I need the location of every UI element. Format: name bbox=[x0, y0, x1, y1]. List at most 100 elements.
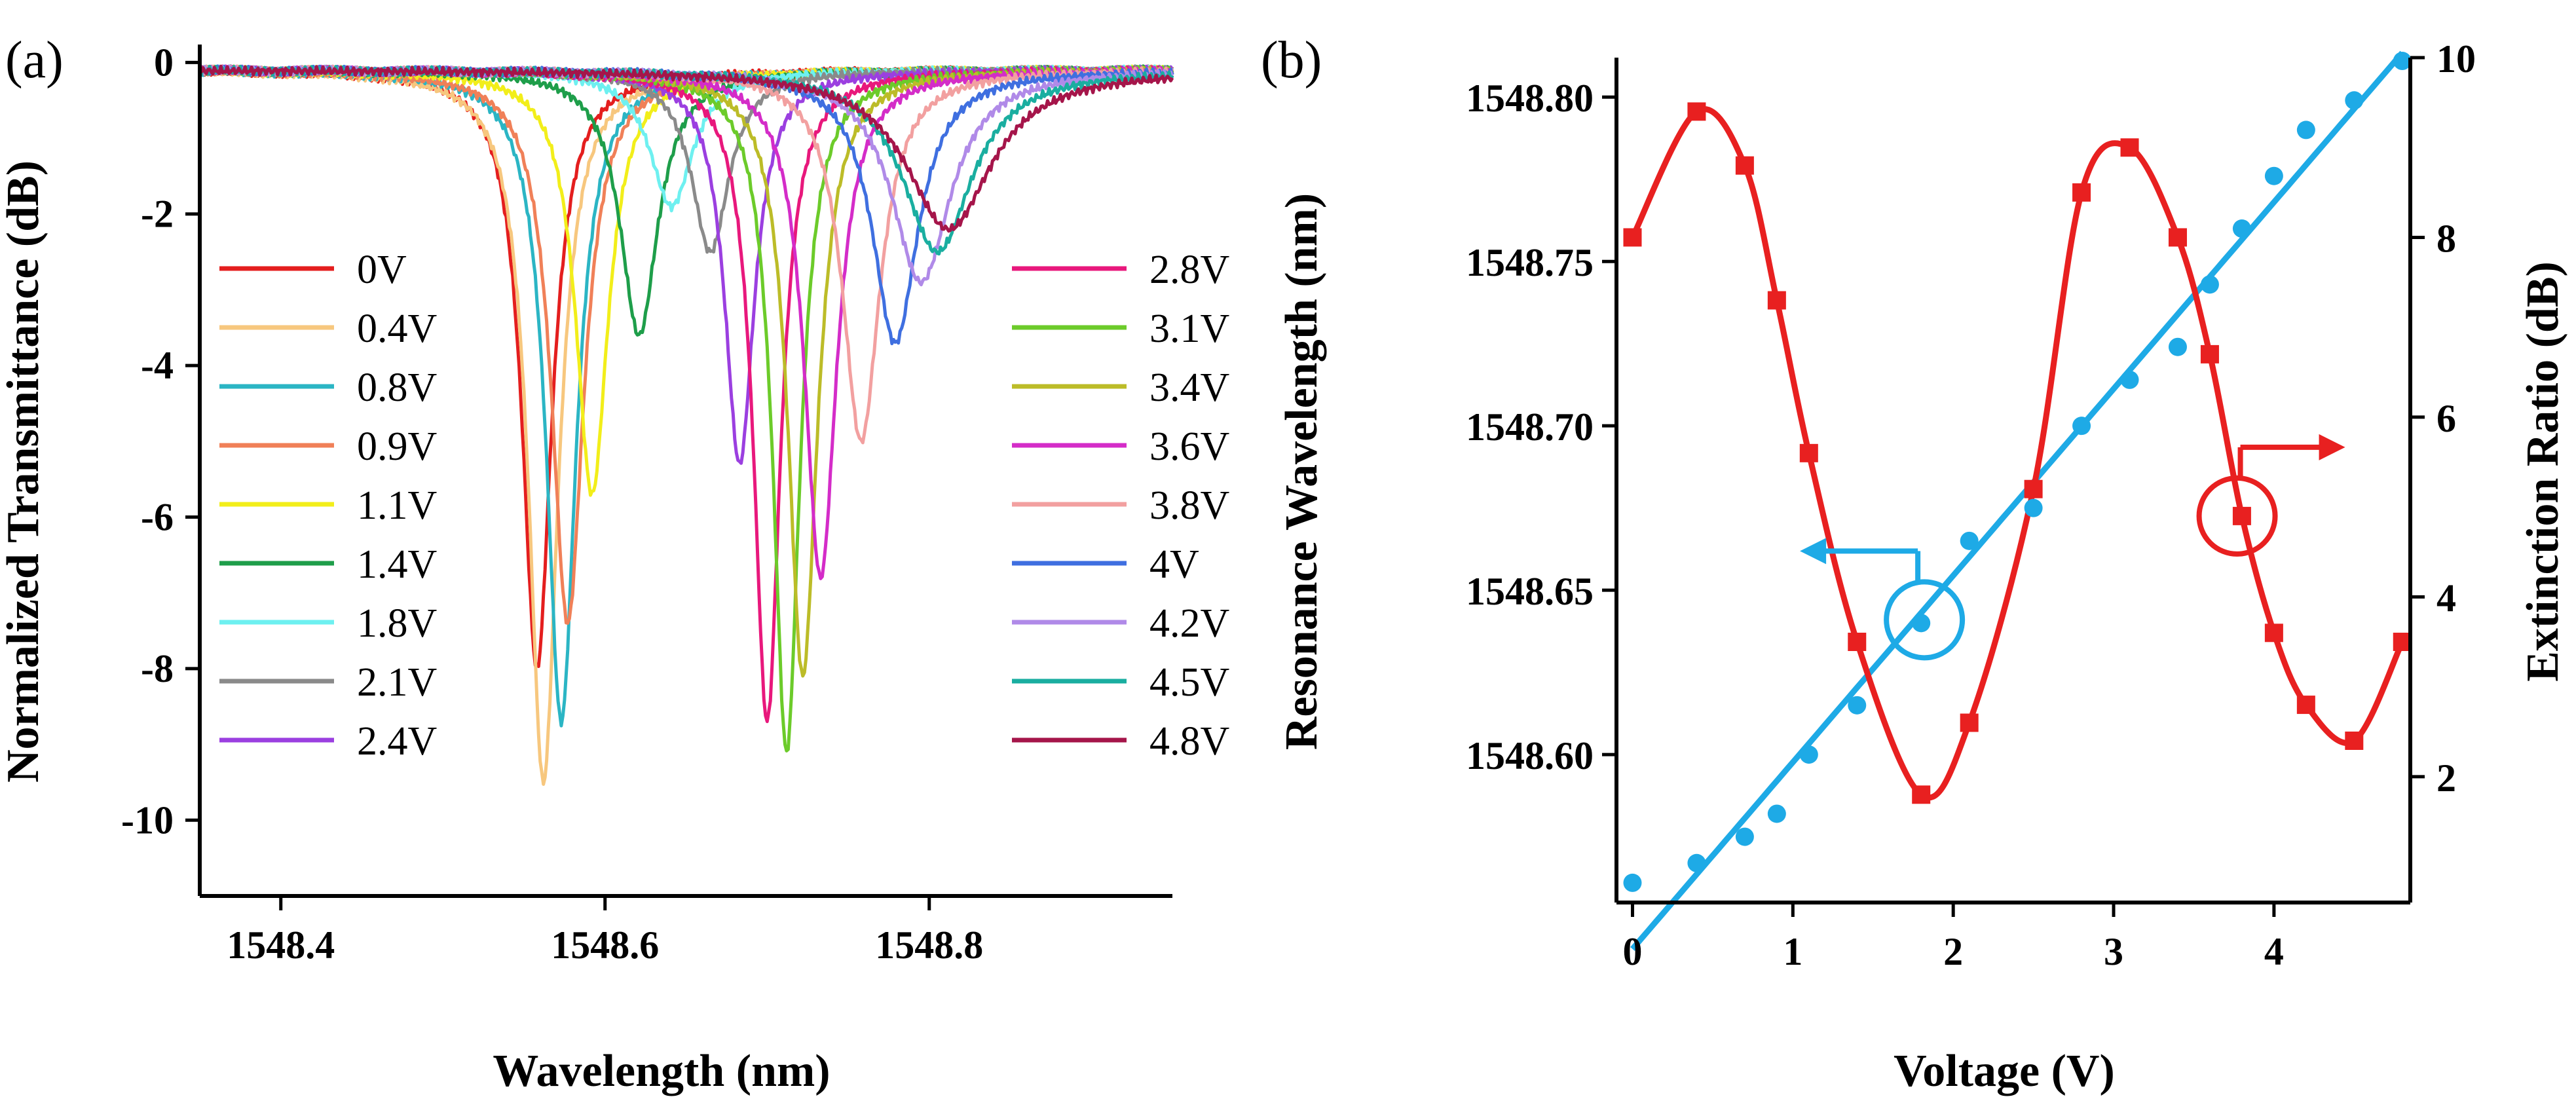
panel-b-axes: 0 1 2 3 4 1548.60 1548.65 1548.70 1548.75 1548.80… bbox=[1466, 37, 2476, 973]
panel-b-points bbox=[1623, 52, 2412, 892]
y-tick-label-right: 6 bbox=[2436, 397, 2456, 440]
point-resonance bbox=[2296, 121, 2315, 140]
y-tick-label: 0 bbox=[154, 41, 174, 84]
point-extinction bbox=[2120, 138, 2139, 157]
legend-label-3.4V: 3.4V bbox=[1149, 365, 1230, 410]
legend-label-3.6V: 3.6V bbox=[1149, 424, 1230, 469]
point-resonance bbox=[2168, 337, 2187, 356]
legend-label-1.1V: 1.1V bbox=[357, 483, 438, 528]
right-axis-indicator-circle bbox=[2196, 475, 2278, 557]
right-arrowhead-icon bbox=[2319, 434, 2345, 460]
point-resonance bbox=[1687, 853, 1706, 872]
panel-b-ylabel-left: Resonance Wavelength (nm) bbox=[1277, 193, 1327, 750]
legend-label-0V: 0V bbox=[357, 248, 407, 292]
curve-3.6V bbox=[198, 64, 1174, 580]
left-arrowhead-icon bbox=[1800, 538, 1827, 565]
point-resonance bbox=[1848, 696, 1867, 715]
y-tick-label-left: 1548.65 bbox=[1466, 570, 1594, 613]
point-extinction bbox=[2232, 506, 2251, 525]
legend-label-2.4V: 2.4V bbox=[357, 719, 438, 764]
y-tick-label-right: 10 bbox=[2436, 37, 2476, 81]
x-tick-label: 1548.6 bbox=[551, 923, 659, 967]
point-resonance bbox=[1767, 804, 1786, 823]
legend-label-4.5V: 4.5V bbox=[1149, 660, 1230, 705]
panel-b-fits bbox=[1630, 50, 2405, 951]
y-tick-label-right: 8 bbox=[2436, 217, 2456, 260]
point-extinction bbox=[1960, 713, 1979, 732]
point-extinction bbox=[2200, 345, 2219, 363]
fit-curve-extinction bbox=[1630, 106, 2405, 801]
panel-b: (b) 0 1 2 3 4 1548.60 1548.65 1548.70 1548.75 154… bbox=[1261, 31, 2568, 1096]
legend-label-2.1V: 2.1V bbox=[357, 660, 438, 705]
point-resonance bbox=[1623, 873, 1642, 892]
left-axis-indicator-circle bbox=[1884, 579, 1966, 661]
panel-b-label: (b) bbox=[1261, 31, 1322, 89]
point-resonance bbox=[2072, 417, 2091, 436]
legend-label-1.8V: 1.8V bbox=[357, 601, 438, 646]
point-extinction bbox=[2168, 228, 2187, 247]
y-tick-label: -10 bbox=[121, 798, 174, 842]
y-tick-label-left: 1548.60 bbox=[1466, 734, 1594, 777]
y-tick-label: -4 bbox=[141, 344, 174, 387]
panel-a-label: (a) bbox=[5, 31, 64, 89]
point-extinction bbox=[1848, 633, 1867, 652]
point-resonance bbox=[2120, 370, 2139, 389]
panel-a-legend: 0V 0.4V 0.8V 0.9V 1.1V 1.4V 1.8V 2.1V 2.4V 2.8V 3.… bbox=[219, 248, 1230, 764]
point-extinction bbox=[2072, 183, 2091, 202]
x-tick-label: 3 bbox=[2104, 930, 2123, 973]
legend-label-4.2V: 4.2V bbox=[1149, 601, 1230, 646]
y-tick-label-left: 1548.75 bbox=[1466, 241, 1594, 284]
point-extinction bbox=[2345, 731, 2364, 750]
point-extinction bbox=[1767, 291, 1786, 310]
y-tick-label: -2 bbox=[141, 193, 174, 236]
y-tick-label-right: 2 bbox=[2436, 756, 2456, 800]
legend-label-4.8V: 4.8V bbox=[1149, 719, 1230, 764]
point-extinction bbox=[1687, 102, 1706, 121]
point-extinction bbox=[1623, 228, 1642, 247]
curve-0.8V bbox=[198, 64, 1174, 728]
legend-label-0.9V: 0.9V bbox=[357, 424, 438, 469]
panel-a: (a) 1548.4 1548.6 1548.8 0 -2 -4 -6 -8 -10 0V 0.4… bbox=[0, 31, 1230, 1096]
y-tick-label: -8 bbox=[141, 647, 174, 690]
y-tick-label-right: 4 bbox=[2436, 576, 2456, 620]
point-extinction bbox=[1799, 443, 1818, 462]
curve-4.8V bbox=[199, 64, 1174, 233]
panel-a-axes: 1548.4 1548.6 1548.8 0 -2 -4 -6 -8 -10 bbox=[121, 41, 1172, 967]
panel-a-ylabel: Normalized Transmittance (dB) bbox=[0, 160, 48, 783]
x-tick-label: 1548.4 bbox=[227, 923, 335, 967]
panel-b-annotations bbox=[1800, 434, 2345, 661]
panel-a-curves bbox=[198, 64, 1174, 786]
x-tick-label: 2 bbox=[1943, 930, 1963, 973]
x-tick-label: 1 bbox=[1783, 930, 1802, 973]
point-extinction bbox=[1912, 785, 1931, 804]
point-resonance bbox=[2200, 275, 2219, 294]
legend-label-0.8V: 0.8V bbox=[357, 365, 438, 410]
x-tick-label: 4 bbox=[2264, 930, 2284, 973]
point-extinction bbox=[2264, 624, 2283, 643]
panel-b-ylabel-right: Extinction Ratio (dB) bbox=[2518, 261, 2568, 682]
legend-label-4V: 4V bbox=[1149, 542, 1199, 587]
legend-label-0.4V: 0.4V bbox=[357, 307, 438, 351]
curve-1.1V bbox=[198, 64, 1174, 497]
point-resonance bbox=[1960, 531, 1979, 550]
point-resonance bbox=[1735, 827, 1754, 846]
point-resonance bbox=[2024, 498, 2043, 517]
point-extinction bbox=[2296, 696, 2315, 715]
y-tick-label-left: 1548.80 bbox=[1466, 77, 1594, 120]
fit-line-resonance bbox=[1630, 50, 2405, 951]
point-resonance bbox=[1912, 614, 1931, 633]
legend-label-1.4V: 1.4V bbox=[357, 542, 438, 587]
point-extinction bbox=[1735, 156, 1754, 175]
point-resonance bbox=[1799, 745, 1818, 764]
y-tick-label-left: 1548.70 bbox=[1466, 405, 1594, 449]
point-resonance bbox=[2345, 91, 2364, 110]
panel-a-xlabel: Wavelength (nm) bbox=[493, 1046, 830, 1096]
point-extinction bbox=[2024, 479, 2043, 498]
x-tick-label: 1548.8 bbox=[875, 923, 983, 967]
x-tick-label: 0 bbox=[1622, 930, 1642, 973]
legend-label-3.1V: 3.1V bbox=[1149, 307, 1230, 351]
legend-label-2.8V: 2.8V bbox=[1149, 248, 1230, 292]
panel-b-xlabel: Voltage (V) bbox=[1894, 1046, 2115, 1096]
point-resonance bbox=[2232, 219, 2251, 238]
